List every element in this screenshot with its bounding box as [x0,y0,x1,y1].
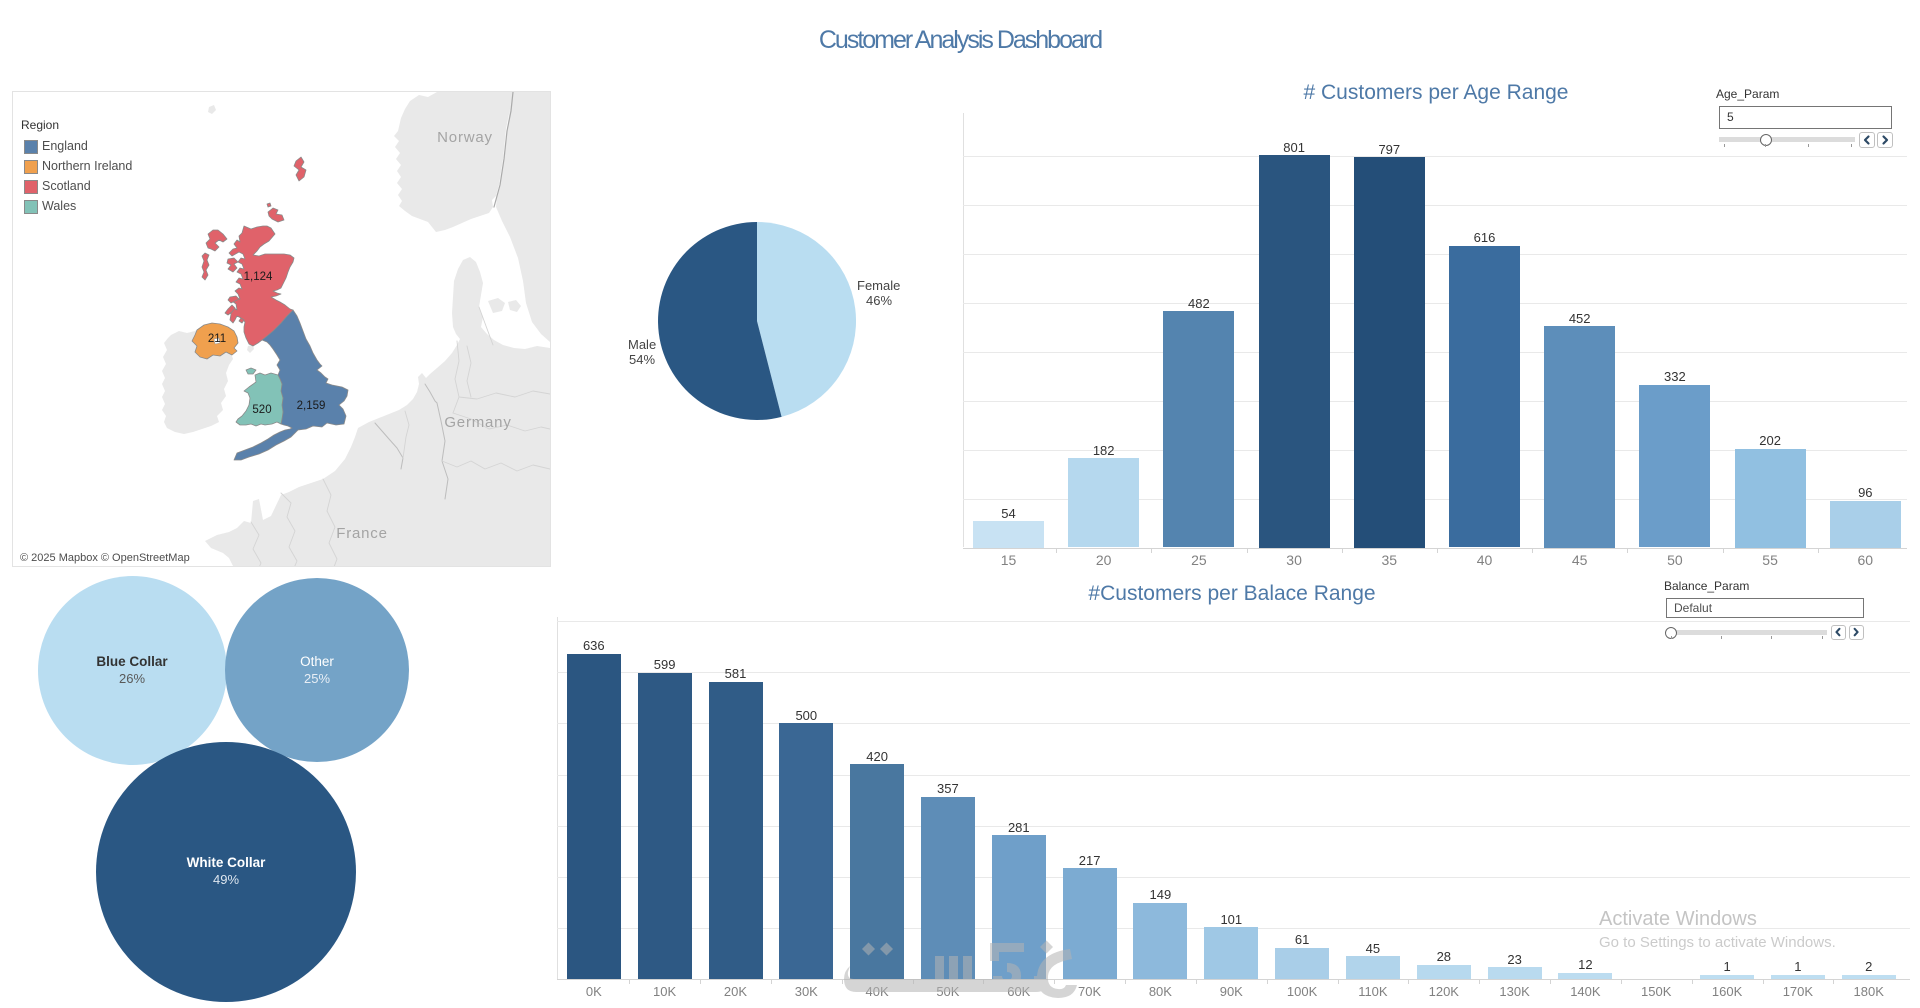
svg-text:Germany: Germany [444,414,511,431]
svg-text:© 2025 Mapbox © OpenStreetMap: © 2025 Mapbox © OpenStreetMap [20,552,190,564]
svg-text:France: France [336,525,388,542]
svg-text:520: 520 [252,404,271,416]
svg-text:1,124: 1,124 [244,271,273,283]
svg-text:Norway: Norway [437,129,493,146]
svg-text:211: 211 [208,333,226,345]
svg-text:2,159: 2,159 [297,400,326,412]
